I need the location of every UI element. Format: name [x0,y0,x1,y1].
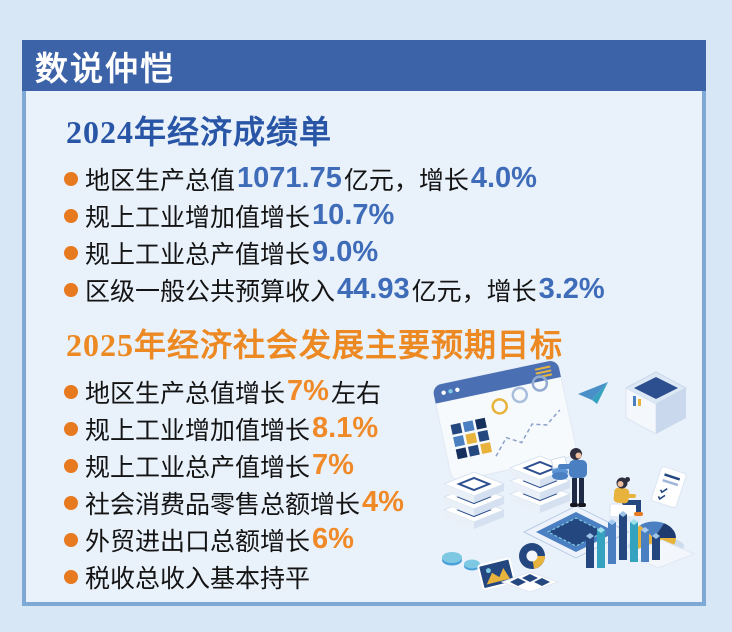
value-text: 4.0% [470,162,537,194]
label-text: 地区生产总值 [85,166,236,195]
label-text: 税收总收入基本持平 [85,564,311,593]
list-item: 地区生产总值增长 7% 左右 [64,373,702,410]
label-text: 规上工业总产值增长 [85,240,311,269]
section-2024-items: 地区生产总值 1071.75 亿元，增长 4.0% 规上工业增加值增长 10.7% 规上工业… [64,160,702,308]
data-panel: 数说仲恺 2024年经济成绩单 地区生产总值 1071.75 亿元，增长 4.0% 规上… [22,40,706,606]
value-text: 44.93 [337,273,410,305]
value-text: 3.2% [538,273,605,305]
list-item: 规上工业总产值增长 9.0% [64,234,702,271]
value-text: 6% [312,523,354,555]
bar-chart-icon [586,511,696,569]
value-text: 10.7% [312,199,395,231]
bullet-icon [64,282,78,297]
label-text: 地区生产总值增长 [85,379,286,408]
paper-plane-icon [578,382,608,404]
list-item: 区级一般公共预算收入 44.93 亿元，增长 3.2% [64,271,702,308]
panel-title: 数说仲恺 [35,49,175,87]
bullet-icon [64,495,78,510]
chip-tray-icon [500,571,560,593]
label-text: 规上工业总产值增长 [85,453,311,482]
dashboard-window-icon [433,360,577,481]
section-2025: 2025年经济社会发展主要预期目标 地区生产总值增长 7% 左右 规上工业增加值增长 8… [64,320,702,595]
section-2024-heading: 2024年经济成绩单 [66,114,333,150]
value-text: 1071.75 [237,162,342,194]
coins-icon [442,552,480,571]
label-text: 亿元，增长 [343,166,469,195]
label-text: 左右 [330,379,381,408]
value-text: 7% [287,375,329,407]
section-2025-items: 地区生产总值增长 7% 左右 规上工业增加值增长 8.1% 规上工业总产值增长 7% 社会消费… [64,373,702,595]
list-item: 规上工业增加值增长 10.7% [64,197,702,234]
section-2025-heading: 2025年经济社会发展主要预期目标 [66,327,564,363]
bullet-icon [64,245,78,260]
section-2024: 2024年经济成绩单 地区生产总值 1071.75 亿元，增长 4.0% 规上工业增加值… [64,107,702,308]
label-text: 亿元，增长 [411,277,537,306]
checklist-card-icon [651,466,687,508]
panel-body: 2024年经济成绩单 地区生产总值 1071.75 亿元，增长 4.0% 规上工业增加值… [22,91,706,606]
bullet-icon [64,171,78,186]
bullet-icon [64,532,78,547]
line-chart-icon [495,409,561,457]
label-text: 区级一般公共预算收入 [85,277,336,306]
label-text: 规上工业增加值增长 [85,416,311,445]
data-analytics-illustration [433,360,696,593]
list-item: 规上工业增加值增长 8.1% [64,410,702,447]
bullet-icon [64,458,78,473]
bullet-icon [64,384,78,399]
list-item: 社会消费品零售总额增长 4% [64,484,702,521]
value-text: 9.0% [312,236,379,268]
list-item: 规上工业总产值增长 7% [64,447,702,484]
list-item: 地区生产总值 1071.75 亿元，增长 4.0% [64,160,702,197]
value-text: 4% [362,486,404,518]
panel-header: 数说仲恺 [22,40,706,91]
standing-person-figure [550,448,587,507]
label-text: 社会消费品零售总额增长 [85,490,361,519]
value-text: 7% [312,449,354,481]
list-item: 外贸进出口总额增长 6% [64,521,702,558]
label-text: 外贸进出口总额增长 [85,527,311,556]
tile-grid-icon [450,417,493,460]
bullet-icon [64,421,78,436]
processor-cube-icon [624,371,688,435]
bullet-icon [64,208,78,223]
value-text: 8.1% [312,412,379,444]
list-item: 税收总收入基本持平 [64,558,702,595]
donut-chart-icon [519,543,545,569]
bullet-icon [64,569,78,584]
label-text: 规上工业增加值增长 [85,203,311,232]
